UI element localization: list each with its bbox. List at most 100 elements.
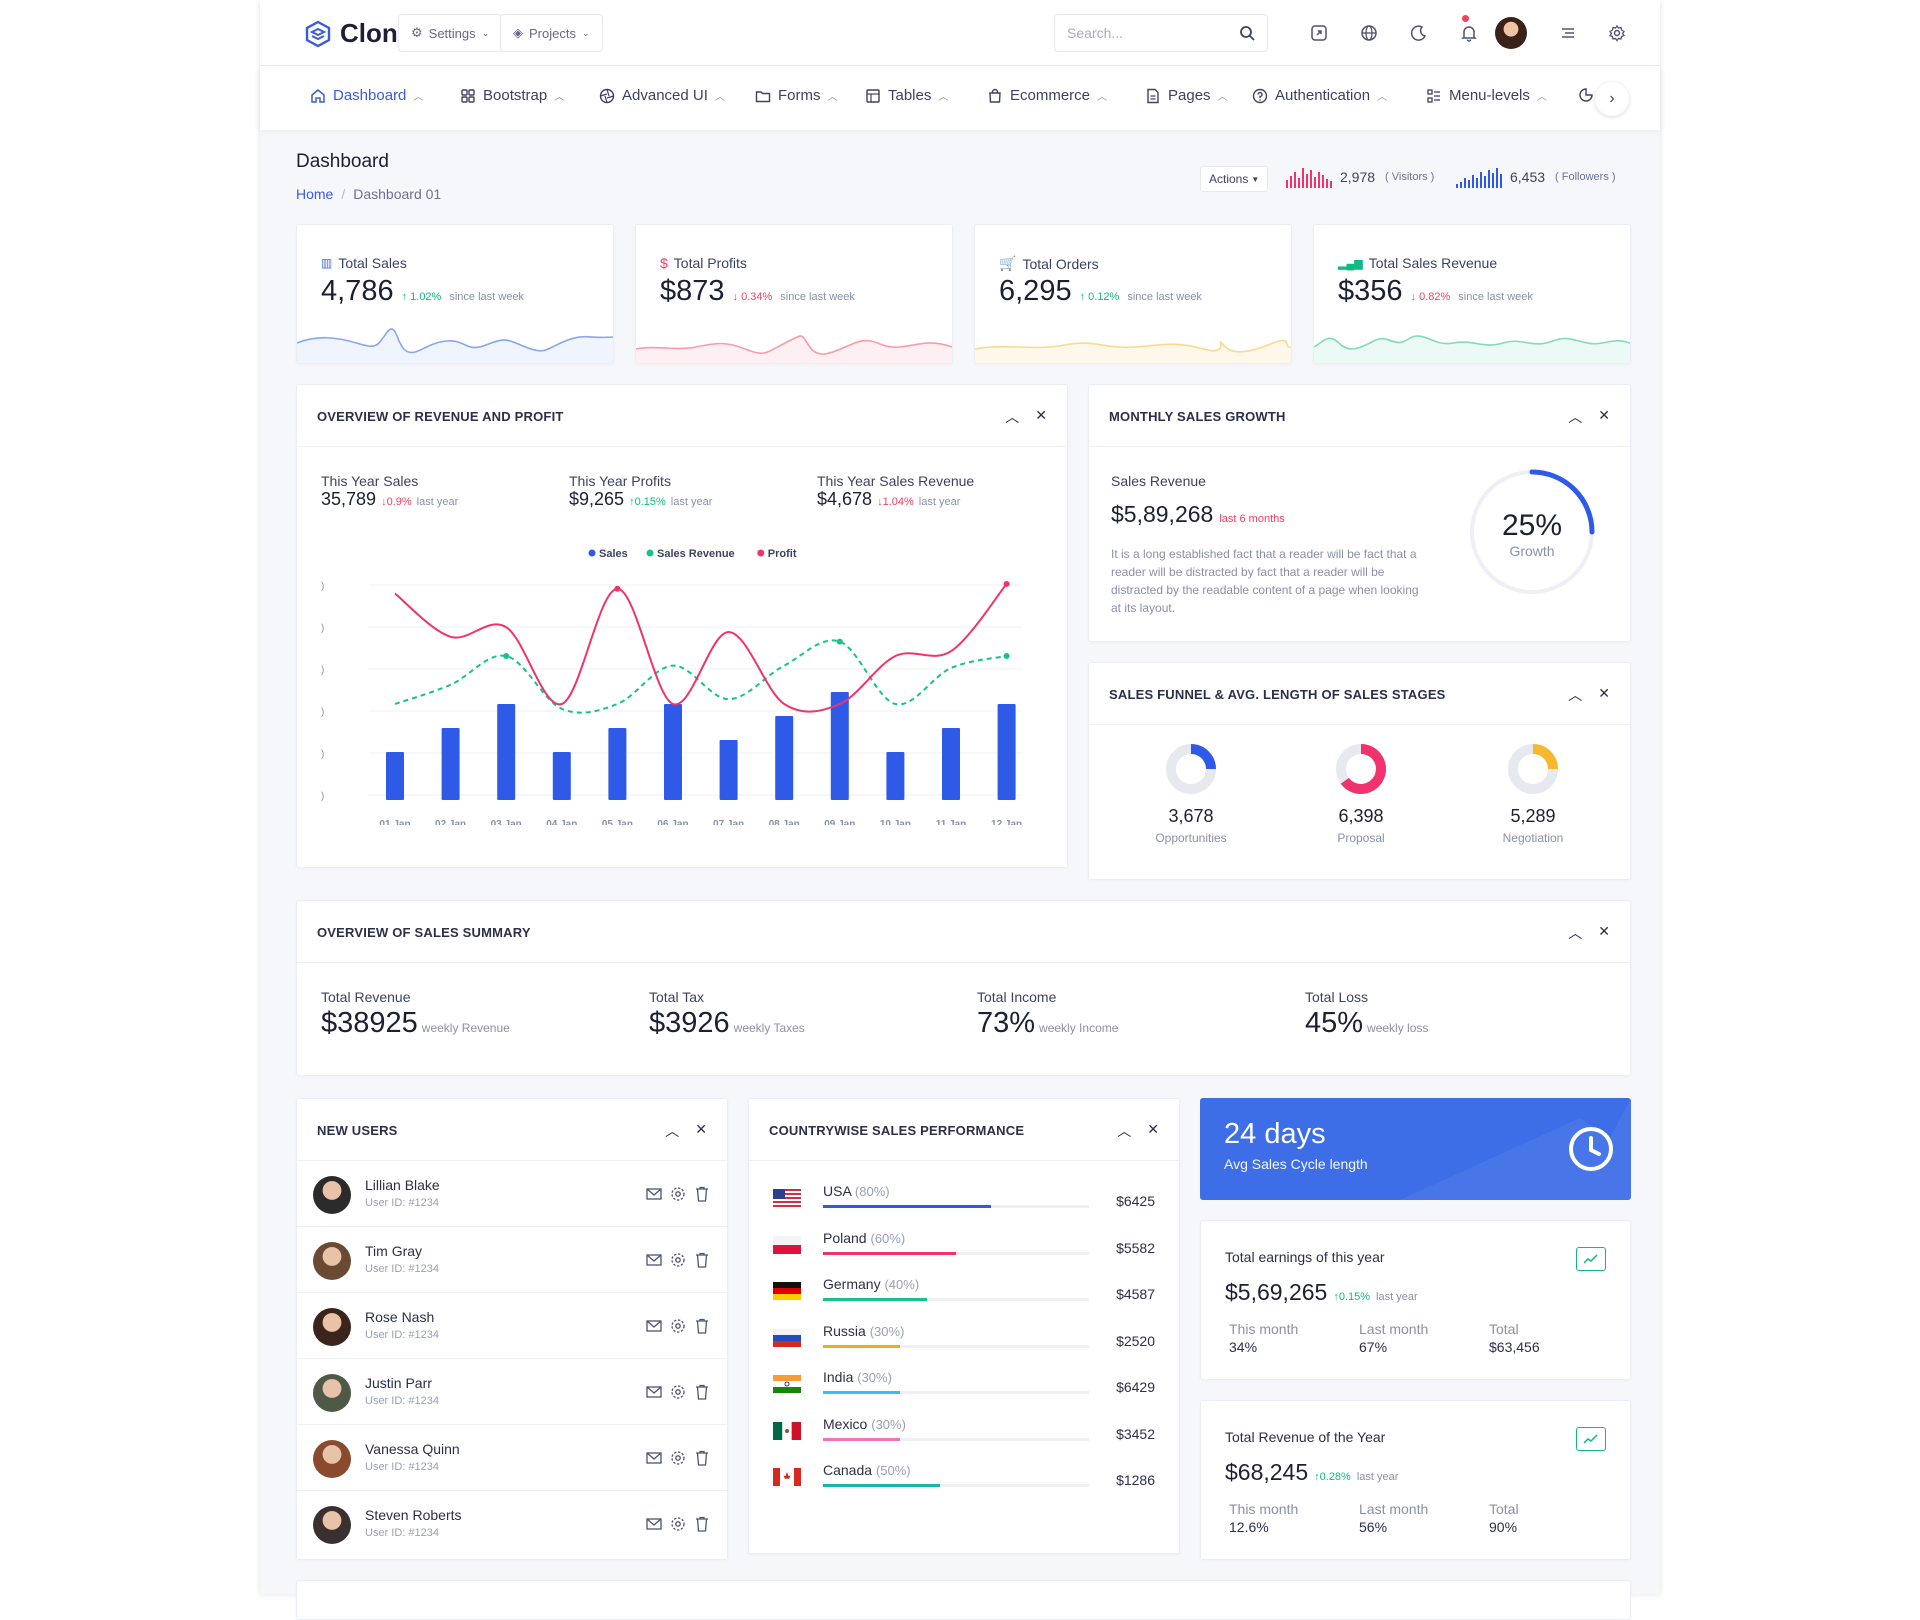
close-icon[interactable]: ✕ <box>1598 685 1610 701</box>
collapse-icon[interactable]: ︿ <box>665 1123 680 1139</box>
collapse-icon[interactable]: ︿ <box>1568 687 1583 703</box>
menu-icon[interactable] <box>1555 20 1581 46</box>
trash-icon[interactable] <box>693 1449 711 1467</box>
close-icon[interactable]: ✕ <box>695 1121 707 1137</box>
user-row[interactable]: Tim Gray User ID: #1234 <box>297 1227 727 1293</box>
collapse-icon[interactable]: ︿ <box>1568 409 1583 425</box>
next-card-partial <box>296 1580 1631 1620</box>
user-row[interactable]: Rose Nash User ID: #1234 <box>297 1293 727 1359</box>
chart-trend-button[interactable] <box>1576 1247 1606 1271</box>
year-revenue-card: Total Revenue of the Year $68,245 ↑0.28% l… <box>1200 1400 1631 1560</box>
summary-item: Total Revenue $38925 weekly Revenue <box>321 989 621 1040</box>
nav-item-tables[interactable]: Tables ︿ <box>865 87 948 104</box>
mail-icon[interactable] <box>645 1317 663 1335</box>
close-icon[interactable]: ✕ <box>1035 407 1047 423</box>
search-input[interactable]: Search... <box>1054 14 1268 52</box>
funnel-label: Opportunities <box>1155 831 1227 845</box>
nav-item-forms[interactable]: Forms ︿ <box>755 87 838 104</box>
mail-icon[interactable] <box>645 1185 663 1203</box>
bar <box>608 728 627 800</box>
earnings-col-value: 67% <box>1359 1339 1388 1355</box>
trash-icon[interactable] <box>693 1251 711 1269</box>
page-title: Dashboard <box>296 151 389 172</box>
x-tick-label: 07 Jan <box>713 819 744 825</box>
gear-icon[interactable] <box>669 1449 687 1467</box>
nav-item-authentication[interactable]: Authentication ︿ <box>1252 87 1387 104</box>
globe-icon[interactable] <box>1356 20 1382 46</box>
nav-item-ecommerce[interactable]: Ecommerce ︿ <box>987 87 1107 104</box>
card-title: COUNTRYWISE SALES PERFORMANCE <box>769 1123 1025 1138</box>
trash-icon[interactable] <box>693 1383 711 1401</box>
earnings-col-value: $63,456 <box>1489 1339 1540 1355</box>
breadcrumb-home[interactable]: Home <box>296 186 334 202</box>
visitors-value: 2,978 <box>1340 169 1376 185</box>
summary-value: 73% <box>977 1007 1036 1039</box>
gear-icon[interactable] <box>669 1515 687 1533</box>
user-row[interactable]: Steven Roberts User ID: #1234 <box>297 1491 727 1557</box>
mail-icon[interactable] <box>645 1449 663 1467</box>
actions-dropdown[interactable]: Actions ▼ <box>1200 166 1269 192</box>
user-row[interactable]: Justin Parr User ID: #1234 <box>297 1359 727 1425</box>
settings-dropdown[interactable]: ⚙ Settings ⌄ <box>398 14 503 52</box>
gear-icon[interactable] <box>669 1383 687 1401</box>
trash-icon[interactable] <box>693 1317 711 1335</box>
projects-dropdown[interactable]: ◈ Projects ⌄ <box>500 14 603 52</box>
flag-ca-icon <box>773 1468 801 1486</box>
avatar[interactable] <box>1495 17 1527 49</box>
user-row[interactable]: Lillian Blake User ID: #1234 <box>297 1161 727 1227</box>
close-icon[interactable]: ✕ <box>1147 1121 1159 1137</box>
trash-icon[interactable] <box>693 1185 711 1203</box>
nav-item-bootstrap[interactable]: Bootstrap ︿ <box>460 87 564 104</box>
mail-icon[interactable] <box>645 1515 663 1533</box>
brand-logo[interactable]: Clont <box>304 18 406 49</box>
bar <box>497 704 516 800</box>
moon-icon[interactable] <box>1406 20 1432 46</box>
nav-next-button[interactable]: › <box>1595 82 1629 116</box>
mail-icon[interactable] <box>645 1383 663 1401</box>
summary-label: Total Tax <box>649 989 704 1005</box>
nav-item-more[interactable] <box>1578 87 1594 103</box>
collapse-icon[interactable]: ︿ <box>1117 1123 1132 1139</box>
summary-label: Total Revenue <box>321 989 411 1005</box>
close-icon[interactable]: ✕ <box>1598 407 1610 423</box>
brand-name: Clont <box>340 18 407 48</box>
user-row[interactable]: Vanessa Quinn User ID: #1234 <box>297 1425 727 1491</box>
x-tick-label: 03 Jan <box>491 819 522 825</box>
trend-icon <box>1583 1434 1598 1444</box>
chevron-up-icon: ︿ <box>938 92 949 103</box>
bar <box>552 752 571 800</box>
nav-item-menu-levels[interactable]: Menu-levels ︿ <box>1426 87 1547 104</box>
country-pct: (40%) <box>884 1277 920 1292</box>
gear-icon[interactable] <box>669 1251 687 1269</box>
bell-icon[interactable] <box>1456 20 1482 46</box>
collapse-icon[interactable]: ︿ <box>1005 409 1020 425</box>
trash-icon[interactable] <box>693 1515 711 1533</box>
decorative-arrow <box>1400 1098 1631 1200</box>
x-tick-label: 10 Jan <box>880 819 911 825</box>
nav-item-pages[interactable]: Pages ︿ <box>1145 87 1228 104</box>
collapse-icon[interactable]: ︿ <box>1568 925 1583 941</box>
chart-trend-button[interactable] <box>1576 1427 1606 1451</box>
growth-percent: 25% <box>1501 509 1563 542</box>
metric-change: 0.9% <box>386 496 412 508</box>
kpi-change: 0.12% <box>1088 291 1120 303</box>
help-icon <box>1252 88 1268 103</box>
user-avatar <box>313 1374 351 1412</box>
close-icon[interactable]: ✕ <box>1598 923 1610 939</box>
series-line-profit <box>394 583 1008 713</box>
growth-label: Sales Revenue <box>1111 473 1206 489</box>
bar <box>441 728 460 800</box>
mail-icon[interactable] <box>645 1251 663 1269</box>
fullscreen-icon[interactable] <box>1306 20 1332 46</box>
notification-dot <box>1462 15 1469 22</box>
gear-icon[interactable] <box>1604 20 1630 46</box>
nav-item-dashboard[interactable]: Dashboard ︿ <box>310 87 423 104</box>
kpi-sub: since last week <box>449 291 524 303</box>
nav-item-advanced-ui[interactable]: Advanced UI ︿ <box>599 87 725 104</box>
year-revenue-col-key: Last month <box>1359 1501 1429 1517</box>
gear-icon[interactable] <box>669 1185 687 1203</box>
y-tick-label: ) <box>321 581 324 592</box>
chevron-up-icon: ︿ <box>714 92 725 103</box>
gear-icon[interactable] <box>669 1317 687 1335</box>
search-placeholder: Search... <box>1067 25 1124 41</box>
